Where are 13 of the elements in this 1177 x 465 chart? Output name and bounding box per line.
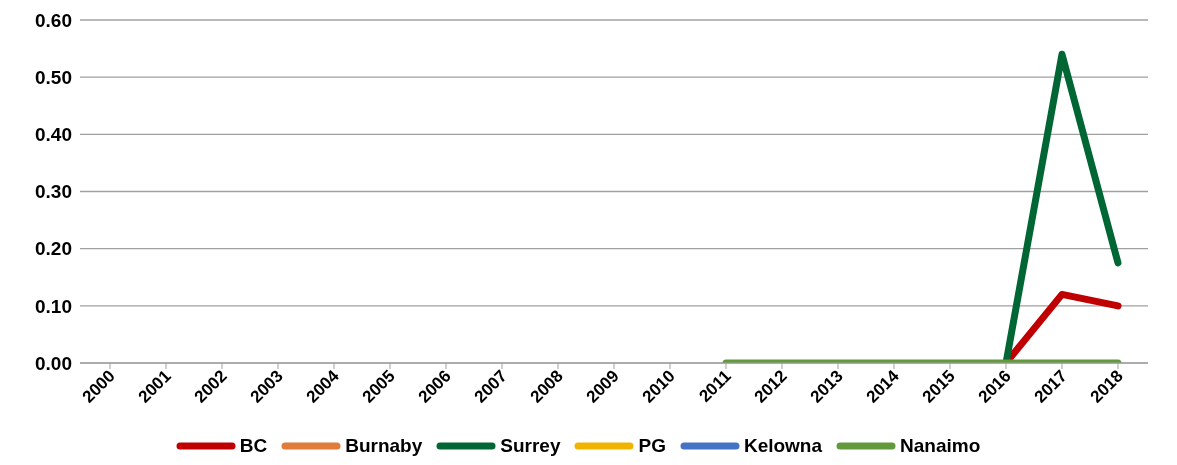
legend-label: Kelowna — [743, 435, 823, 457]
y-tick-label: 0.00 — [35, 352, 72, 374]
y-tick-label: 0.20 — [35, 238, 72, 260]
legend-label: Burnaby — [345, 435, 423, 457]
y-tick-label: 0.50 — [35, 66, 72, 88]
y-tick-label: 0.10 — [35, 295, 72, 317]
y-tick-label: 0.30 — [35, 181, 72, 203]
y-tick-label: 0.40 — [35, 124, 72, 146]
legend-label: Nanaimo — [900, 435, 981, 457]
legend-label: Surrey — [500, 435, 561, 457]
legend-label: BC — [239, 435, 268, 457]
y-tick-label: 0.60 — [35, 9, 72, 31]
legend-label: PG — [638, 435, 666, 457]
